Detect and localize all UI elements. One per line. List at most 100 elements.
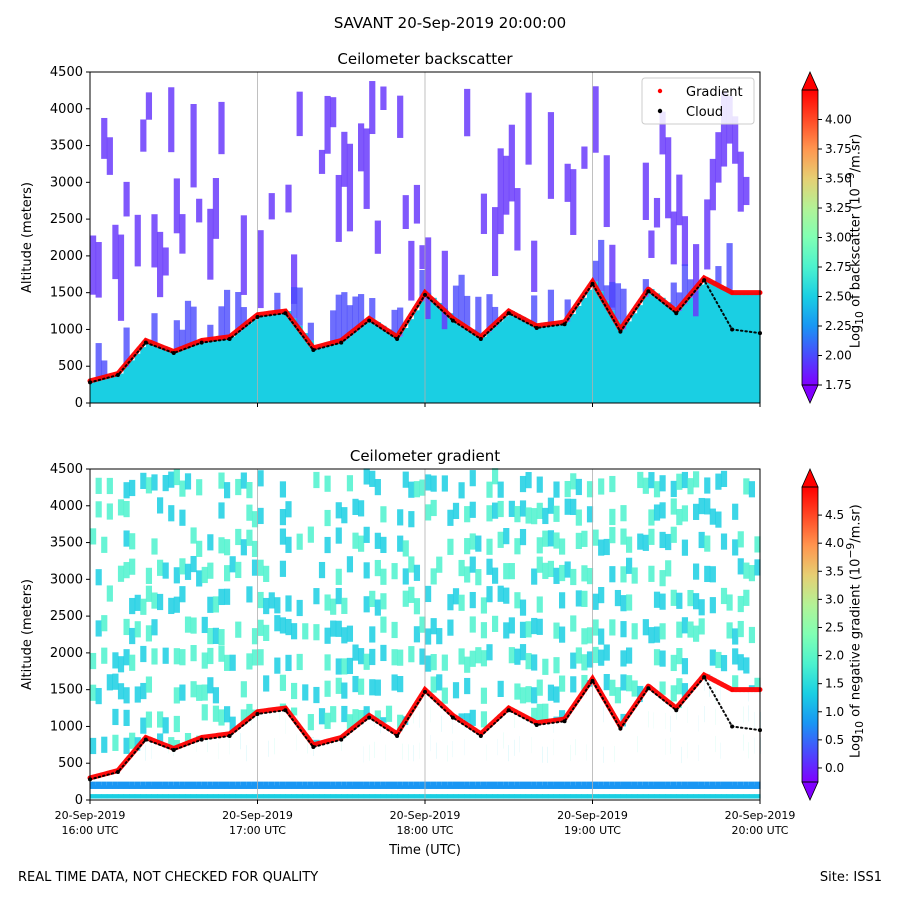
heatmap-cell — [95, 477, 102, 494]
gradient-panel: 0 500 1000 1500 2000 2500 3000 3500 4000 4500 20-S… — [50, 462, 795, 837]
heatmap-cell — [620, 595, 627, 612]
heatmap-cell — [140, 781, 147, 789]
heatmap-cell — [648, 627, 655, 644]
heatmap-cell — [464, 722, 471, 786]
heatmap-cell — [162, 247, 169, 276]
y-tick-label: 500 — [58, 756, 83, 771]
heatmap-cell — [676, 678, 683, 695]
heatmap-cell — [129, 781, 136, 789]
heatmap-cell — [257, 230, 264, 309]
heatmap-cell — [358, 327, 365, 403]
heatmap-cell — [486, 558, 493, 575]
heatmap-cell — [274, 615, 281, 632]
heatmap-cell — [592, 281, 599, 403]
cloud-point — [534, 722, 539, 727]
heatmap-cell — [123, 794, 130, 799]
heatmap-cell — [737, 531, 744, 548]
heatmap-cell — [101, 736, 108, 753]
heatmap-cell — [620, 794, 627, 799]
heatmap-cell — [519, 500, 527, 517]
heatmap-cell — [592, 678, 599, 786]
heatmap-cell — [190, 794, 197, 799]
heatmap-cell — [123, 181, 130, 217]
cloud-point — [367, 318, 372, 323]
heatmap-cell — [313, 471, 320, 489]
heatmap-cell — [637, 781, 644, 789]
heatmap-cell — [475, 296, 482, 334]
heatmap-cell — [268, 794, 275, 799]
heatmap-cell — [201, 616, 208, 634]
heatmap-field — [90, 81, 761, 403]
heatmap-cell — [341, 781, 348, 789]
y-tick-label: 2500 — [50, 609, 83, 624]
heatmap-cell — [173, 794, 180, 799]
heatmap-cell — [581, 794, 588, 799]
heatmap-cell — [374, 220, 381, 254]
cloud-point — [311, 745, 316, 750]
heatmap-cell — [436, 556, 443, 573]
heatmap-cell — [168, 349, 175, 403]
heatmap-cell — [307, 714, 314, 731]
heatmap-cell — [525, 319, 532, 403]
heatmap-cell — [352, 709, 359, 726]
heatmap-cell — [519, 644, 527, 661]
heatmap-cell — [531, 322, 538, 403]
heatmap-cell — [452, 285, 460, 319]
heatmap-cell — [681, 264, 689, 305]
heatmap-cell — [218, 101, 225, 155]
heatmap-cell — [475, 794, 482, 799]
heatmap-cell — [693, 503, 700, 520]
heatmap-cell — [380, 593, 387, 610]
heatmap-cell — [681, 781, 689, 789]
panel-title-gradient: Ceilometer gradient — [349, 447, 501, 465]
heatmap-cell — [670, 282, 677, 307]
heatmap-cell — [748, 794, 756, 799]
heatmap-cell — [726, 686, 733, 786]
heatmap-cell — [631, 781, 638, 789]
heatmap-cell — [553, 505, 560, 522]
heatmap-cell — [285, 184, 292, 213]
heatmap-cell — [609, 475, 616, 493]
heatmap-cell — [196, 198, 203, 223]
heatmap-cell — [346, 794, 354, 799]
heatmap-cell — [184, 300, 192, 348]
heatmap-cell — [145, 794, 153, 799]
heatmap-cell — [681, 539, 689, 556]
heatmap-cell — [514, 683, 521, 700]
heatmap-cell — [324, 781, 331, 789]
heatmap-cell — [737, 620, 744, 638]
heatmap-cell — [140, 645, 147, 663]
heatmap-cell — [642, 694, 649, 786]
heatmap-cell — [447, 538, 454, 555]
heatmap-cell — [302, 781, 309, 789]
heatmap-cell — [324, 95, 331, 154]
heatmap-cell — [559, 626, 566, 643]
heatmap-cell — [134, 750, 141, 786]
heatmap-cell — [665, 137, 672, 219]
y-tick-label: 3000 — [50, 175, 83, 190]
heatmap-cell — [263, 710, 270, 786]
heatmap-cell — [307, 781, 314, 789]
heatmap-cell — [145, 625, 153, 642]
heatmap-cell — [620, 329, 627, 403]
heatmap-cell — [391, 333, 398, 403]
heatmap-cell — [508, 124, 515, 202]
heatmap-cell — [715, 132, 722, 183]
heatmap-cell — [737, 558, 744, 575]
heatmap-cell — [330, 794, 337, 799]
heatmap-cell — [291, 287, 298, 319]
heatmap-cell — [653, 690, 661, 786]
heatmap-cell — [397, 675, 404, 693]
heatmap-cell — [413, 707, 421, 786]
heatmap-cell — [575, 781, 582, 789]
heatmap-cell — [720, 470, 728, 488]
heatmap-cell — [497, 321, 504, 403]
heatmap-cell — [676, 794, 683, 799]
heatmap-cell — [346, 475, 354, 492]
y-tick-label: 4500 — [50, 65, 83, 80]
cloud-point — [283, 311, 288, 316]
heatmap-cell — [637, 533, 644, 550]
heatmap-cell — [648, 230, 655, 258]
heatmap-cell — [732, 539, 739, 556]
heatmap-cell — [665, 794, 672, 799]
